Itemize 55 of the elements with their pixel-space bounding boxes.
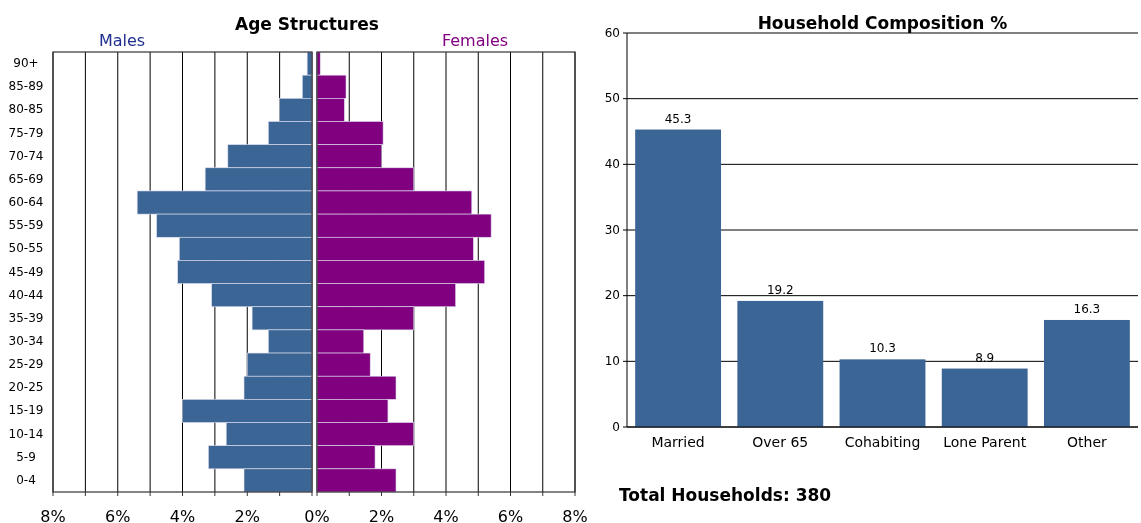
x-tick-label: 8% (562, 507, 588, 523)
y-tick-label: 60-64 (8, 195, 44, 210)
y-tick-label: 60 (604, 25, 620, 40)
chart-subtitle: Males (98, 31, 146, 50)
y-tick-label: 10-14 (8, 426, 44, 441)
y-tick-label: 10 (604, 353, 620, 368)
x-tick-label: 2% (368, 507, 395, 523)
y-tick-label: 65-69 (8, 171, 44, 186)
y-tick-label: 55-59 (8, 218, 44, 233)
y-tick-label: 70-74 (8, 148, 44, 163)
y-tick-label: 45-49 (8, 264, 44, 279)
x-tick-label: Cohabiting (844, 434, 921, 450)
x-tick-label: 8% (40, 507, 66, 523)
x-tick-label: 4% (169, 507, 196, 523)
bar (1043, 319, 1130, 427)
x-tick-label: Married (651, 434, 705, 450)
x-tick-label: 6% (105, 507, 131, 523)
y-tick-label: 40 (604, 156, 620, 171)
data-label: 8.9 (975, 350, 995, 365)
y-tick-label: 30 (604, 222, 620, 237)
bar (839, 359, 926, 427)
x-tick-label: Lone Parent (943, 434, 1027, 450)
y-tick-label: 90+ (13, 56, 39, 71)
y-tick-label: 35-39 (8, 310, 44, 325)
y-tick-label: 25-29 (8, 357, 44, 372)
x-tick-label: 2% (234, 507, 260, 523)
y-tick-label: 80-85 (8, 102, 44, 117)
text: Total Households: 380 (619, 485, 832, 505)
y-tick-label: 30-34 (8, 333, 44, 348)
x-tick-label: Over 65 (752, 434, 809, 450)
bar (635, 129, 722, 427)
y-tick-label: 85-89 (8, 79, 44, 94)
chart-subtitle: Females (441, 31, 509, 50)
bar (941, 368, 1028, 427)
y-tick-label: 50-55 (8, 241, 44, 256)
data-label: 16.3 (1073, 301, 1101, 316)
y-tick-label: 75-79 (8, 125, 44, 140)
x-tick-label: 6% (497, 507, 524, 523)
y-tick-label: 20 (604, 288, 620, 303)
data-label: 10.3 (869, 341, 896, 356)
data-label: 19.2 (766, 282, 794, 297)
chart-title: Age Structures (235, 14, 379, 34)
bar (737, 300, 824, 427)
chart-title: Household Composition % (757, 13, 1008, 33)
x-tick-label: Other (1067, 434, 1108, 450)
data-label: 45.3 (664, 111, 692, 126)
y-tick-label: 0 (612, 419, 620, 434)
y-tick-label: 50 (604, 91, 620, 106)
x-tick-label: 0% (304, 507, 330, 523)
y-tick-label: 20-25 (8, 380, 44, 395)
y-tick-label: 15-19 (8, 403, 44, 418)
y-tick-label: 40-44 (8, 287, 44, 302)
x-tick-label: 4% (433, 507, 459, 523)
y-tick-label: 5-9 (16, 449, 36, 464)
y-tick-label: 0-4 (16, 472, 36, 487)
